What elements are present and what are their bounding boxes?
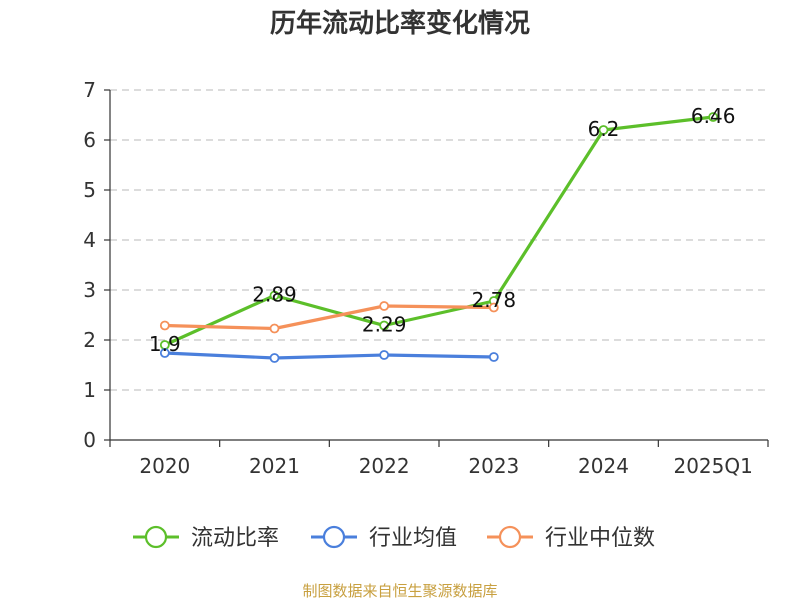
data-point: [379, 350, 390, 360]
series-line-2: [164, 304, 494, 331]
legend-swatch-marker: [498, 525, 522, 549]
legend-swatch-marker: [144, 525, 168, 549]
y-tick-label: 0: [83, 428, 96, 452]
legend-label: 流动比率: [191, 526, 279, 551]
legend-label: 行业均值: [369, 526, 457, 551]
data-point: [708, 112, 719, 122]
data-label: 6.46: [691, 104, 736, 128]
series-group: [159, 112, 719, 363]
y-axis: 0 1 2 3 4 5 6 7: [83, 78, 111, 452]
legend-item-0: 流动比率: [133, 525, 279, 551]
series-line-0: [164, 115, 714, 347]
legend-item-2: 行业中位数: [487, 525, 655, 551]
data-label: 2.29: [362, 313, 407, 337]
data-label: 2.78: [472, 288, 517, 312]
y-tick-label: 4: [83, 228, 96, 252]
y-tick-label: 5: [83, 178, 96, 202]
x-axis: 2020 2021 2022 2023 2024 2025Q1: [109, 439, 769, 478]
x-tick-label: 2025Q1: [673, 454, 752, 478]
x-tick-label: 2020: [139, 454, 190, 478]
data-point: [488, 302, 499, 313]
x-tick-label: 2022: [359, 454, 410, 478]
chart-title: 历年流动比率变化情况: [270, 8, 530, 39]
x-tick-label: 2024: [578, 454, 629, 478]
y-tick-label: 7: [83, 78, 96, 102]
data-point: [379, 320, 390, 331]
source-note: 制图数据来自恒生聚源数据库: [302, 582, 497, 600]
data-point: [379, 301, 390, 311]
y-tick-label: 2: [83, 328, 96, 352]
x-tick-label: 2021: [249, 454, 300, 478]
x-tick-label: 2023: [468, 454, 519, 478]
legend-label: 行业中位数: [545, 526, 655, 551]
y-tick-label: 1: [83, 378, 96, 402]
data-label: 2.89: [252, 283, 297, 307]
data-point: [598, 125, 609, 135]
y-tick-label: 3: [83, 278, 96, 302]
data-point: [159, 320, 170, 331]
grid-lines: [110, 89, 768, 391]
data-label: 1.9: [149, 332, 181, 356]
data-point: [159, 348, 170, 358]
data-point: [269, 323, 280, 334]
series-line-1: [164, 351, 494, 360]
legend: 流动比率 行业均值 行业中位数: [133, 525, 655, 551]
y-tick-label: 6: [83, 128, 96, 152]
data-point: [488, 352, 499, 362]
data-point: [269, 290, 280, 301]
legend-swatch-marker: [322, 525, 346, 549]
data-point: [269, 353, 280, 363]
legend-item-1: 行业均值: [311, 525, 457, 551]
data-label: 6.2: [588, 117, 620, 141]
data-labels: 1.9 2.89 2.29 2.78 6.2 6.46: [149, 104, 736, 356]
